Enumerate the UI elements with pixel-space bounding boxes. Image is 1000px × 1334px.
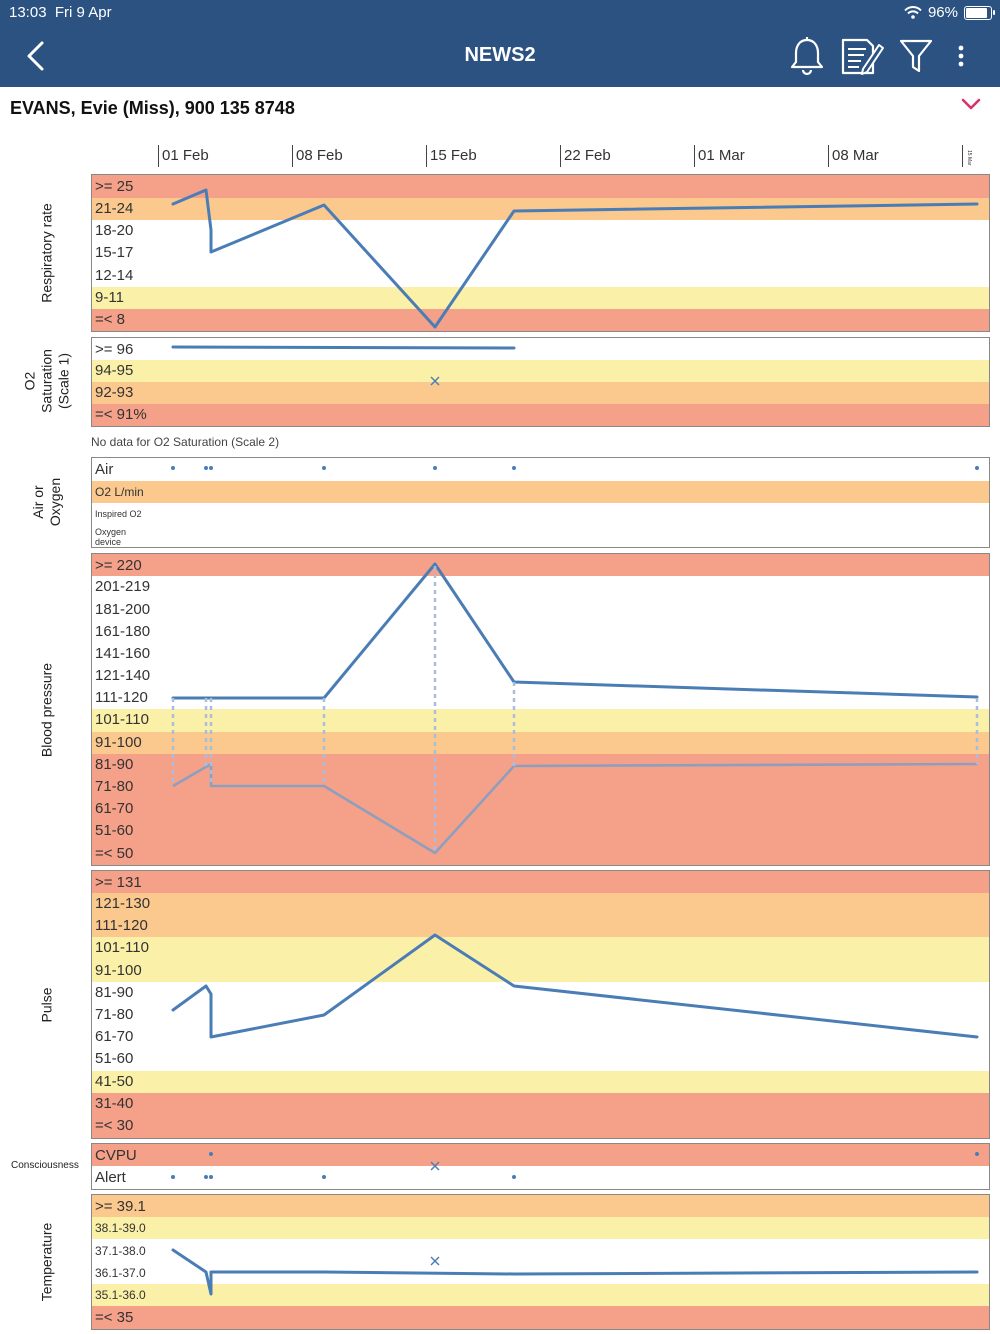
band: 35.1-36.0 [92, 1284, 989, 1306]
date-label: 08 Mar [832, 147, 879, 164]
consciousness-label: Consciousness [11, 1160, 79, 1171]
band: 31-40 [92, 1093, 989, 1115]
band: 111-120 [92, 915, 989, 937]
edit-notes-icon[interactable] [838, 34, 886, 78]
date-tick [426, 145, 427, 167]
band: 121-130 [92, 893, 989, 915]
band: 111-120 [92, 687, 989, 709]
band: Alert [92, 1166, 989, 1189]
band: Oxygen device [92, 525, 989, 547]
temperature-x-marker [430, 1256, 440, 1266]
bp-systolic-line [171, 562, 979, 700]
band: =< 30 [92, 1115, 989, 1138]
band: 18-20 [92, 220, 989, 242]
nav-bar: NEWS2 [0, 26, 1000, 87]
band: 121-140 [92, 665, 989, 687]
band: 61-70 [92, 798, 989, 820]
band: 37.1-38.0 [92, 1239, 989, 1262]
band: 94-95 [92, 360, 989, 382]
band: 41-50 [92, 1071, 989, 1093]
respiratory-rate-panel: >= 25 21-24 18-20 15-17 12-14 9-11 =< 8 [91, 174, 990, 332]
o2-line [171, 345, 516, 350]
band: 21-24 [92, 198, 989, 220]
bp-range-connectors [171, 566, 979, 852]
date-label: 01 Mar [698, 147, 745, 164]
status-bar: 13:03 Fri 9 Apr 96% [0, 0, 1000, 26]
temperature-line [171, 1248, 979, 1296]
band: 181-200 [92, 599, 989, 621]
band: 71-80 [92, 776, 989, 798]
band: 201-219 [92, 576, 989, 599]
patient-name: EVANS, Evie (Miss), 900 135 8748 [10, 98, 295, 118]
o2-saturation-panel: >= 96 94-95 92-93 =< 91% [91, 337, 990, 427]
status-right: 96% [904, 4, 995, 21]
consciousness-panel: CVPU Alert [91, 1143, 990, 1190]
bell-icon[interactable] [787, 34, 827, 78]
o2-scale2-note: No data for O2 Saturation (Scale 2) [91, 435, 280, 449]
band: 9-11 [92, 287, 989, 309]
band: >= 220 [92, 554, 989, 576]
chevron-down-icon[interactable] [960, 96, 982, 117]
band: 51-60 [92, 1048, 989, 1071]
date-tick [694, 145, 695, 167]
band: Inspired O2 [92, 503, 989, 525]
filter-icon[interactable] [896, 34, 936, 78]
band: 141-160 [92, 643, 989, 665]
pulse-panel: >= 131 121-130 111-120 101-110 91-100 81… [91, 870, 990, 1139]
band: >= 131 [92, 871, 989, 893]
date-tick [828, 145, 829, 167]
back-chevron-icon[interactable] [20, 34, 50, 78]
blood-pressure-panel: >= 220 201-219 181-200 161-180 141-160 1… [91, 553, 990, 866]
band: 38.1-39.0 [92, 1217, 989, 1239]
band: 161-180 [92, 621, 989, 643]
date-label: 01 Feb [162, 147, 209, 164]
bp-diastolic-line [172, 762, 978, 855]
band: 51-60 [92, 820, 989, 843]
date-label: 22 Feb [564, 147, 611, 164]
band: 71-80 [92, 1004, 989, 1026]
band: 101-110 [92, 937, 989, 960]
band: =< 50 [92, 843, 989, 865]
date-tick [962, 145, 963, 167]
date-tick [158, 145, 159, 167]
band: >= 96 [92, 338, 989, 360]
band: 15-17 [92, 242, 989, 265]
band: 91-100 [92, 732, 989, 754]
band: >= 25 [92, 175, 989, 198]
band: =< 8 [92, 309, 989, 331]
air-or-oxygen-panel: Air O2 L/min Inspired O2 Oxygen device [91, 457, 990, 548]
wifi-icon [904, 6, 922, 19]
page-title: NEWS2 [464, 44, 536, 66]
date-tick [292, 145, 293, 167]
status-time: 13:03 Fri 9 Apr [9, 4, 112, 21]
battery-percent: 96% [927, 4, 958, 21]
o2-x-marker [430, 376, 440, 386]
date-label: 15 Feb [430, 147, 477, 164]
consciousness-x-marker [430, 1161, 440, 1171]
date-tick [560, 145, 561, 167]
band: 61-70 [92, 1026, 989, 1048]
band: 12-14 [92, 265, 989, 287]
more-vertical-icon[interactable] [950, 34, 972, 78]
battery-icon [964, 5, 995, 20]
band: 101-110 [92, 709, 989, 732]
consciousness-dots [171, 1152, 979, 1179]
band: CVPU [92, 1144, 989, 1166]
band: 81-90 [92, 982, 989, 1004]
date-label: 08 Feb [296, 147, 343, 164]
band: =< 91% [92, 404, 989, 426]
pulse-line [171, 933, 979, 1039]
band: O2 L/min [92, 481, 989, 503]
band: =< 35 [92, 1306, 989, 1329]
band: >= 39.1 [92, 1195, 989, 1217]
air-dots [171, 466, 979, 470]
date-label: 15 Mar [966, 150, 972, 166]
band: 92-93 [92, 382, 989, 404]
band: 91-100 [92, 960, 989, 982]
band: Air [92, 458, 989, 481]
respiratory-line [171, 188, 979, 329]
